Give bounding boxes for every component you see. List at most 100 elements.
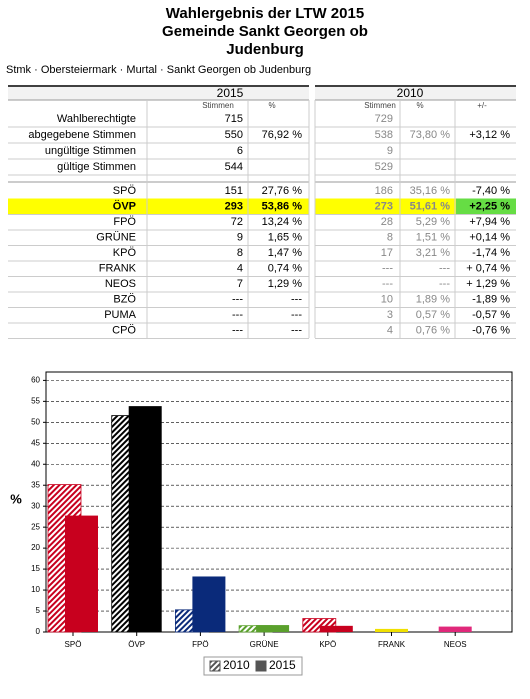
table-cell: -1,74 % [472,247,510,259]
breadcrumb: Stmk · Obersteiermark · Murtal · Sankt G… [6,64,311,76]
table-cell: 550 [225,129,243,141]
table-cell: +0,14 % [469,231,510,243]
table-cell: 0,76 % [416,324,450,336]
y-tick-label: 50 [31,417,40,426]
x-tick-label: FRANK [378,640,406,649]
table-cell: --- [232,324,243,336]
x-tick-label: NEOS [444,640,467,649]
table-cell: 729 [375,113,393,125]
row-label: ungültige Stimmen [45,145,136,157]
row-label: ÖVP [113,199,136,212]
group-year: 2010 [397,86,424,100]
table-cell: -7,40 % [472,185,510,197]
table-cell: 4 [387,324,393,336]
table-cell: +7,94 % [469,216,510,228]
y-tick-label: 35 [31,480,40,489]
table-cell: 17 [381,247,393,259]
bar [375,628,408,632]
table-cell: 293 [225,200,243,212]
table-cell: 1,51 % [416,231,450,243]
table-cell: 1,65 % [268,231,302,243]
table-cell: 8 [387,231,393,243]
title: Wahlergebnis der LTW 2015 [166,5,364,22]
table-cell: 7 [237,278,243,290]
table-cell: --- [291,324,302,336]
table-cell: --- [382,278,393,290]
y-tick-label: 25 [31,522,40,531]
table-cell: 76,92 % [262,129,303,141]
legend-swatch [209,660,221,672]
table-cell: --- [291,293,302,305]
table-cell: --- [382,262,393,274]
column-header: Stimmen [364,101,396,110]
y-tick-label: 60 [31,375,40,384]
column-header: % [416,101,423,110]
row-label: NEOS [105,278,136,290]
row-label: FPÖ [113,216,136,228]
table-cell: 53,86 % [262,200,303,212]
y-tick-label: 20 [31,543,40,552]
table-cell: 273 [375,200,393,212]
legend-swatch [255,660,267,672]
table-cell: 51,61 % [410,200,451,212]
group-year: 2015 [217,86,244,100]
row-label: FRANK [99,262,137,274]
y-axis-label: % [10,491,22,506]
row-highlight [8,198,309,215]
y-tick-label: 15 [31,564,40,573]
table-cell: 73,80 % [410,129,451,141]
x-tick-label: ÖVP [128,640,145,649]
table-cell: 72 [231,216,243,228]
y-tick-label: 30 [31,501,40,510]
x-tick-label: SPÖ [65,640,82,649]
change-highlight [456,198,516,215]
column-header: +/- [477,101,487,110]
table-cell: -0,57 % [472,309,510,321]
table-cell: 529 [375,161,393,173]
table-cell: 715 [225,113,243,125]
table-cell: 0,74 % [268,262,302,274]
bar [128,406,162,632]
y-tick-label: 45 [31,438,40,447]
table-cell: 0,57 % [416,309,450,321]
table-cell: 1,89 % [416,293,450,305]
table-cell: --- [439,278,450,290]
table-cell: 8 [237,247,243,259]
table-cell: --- [232,293,243,305]
column-header: Stimmen [202,101,234,110]
row-label: gültige Stimmen [57,161,136,173]
table-cell: 9 [387,145,393,157]
table-cell: + 1,29 % [466,278,510,290]
bar [192,576,226,632]
table-cell: --- [439,262,450,274]
table-cell: + 0,74 % [466,262,510,274]
row-label: abgegebene Stimmen [28,129,136,141]
bar [438,626,472,632]
table-cell: --- [291,309,302,321]
table-cell: +2,25 % [469,200,510,212]
table-cell: 4 [237,262,243,274]
row-label: KPÖ [113,247,137,259]
y-tick-label: 55 [31,396,40,405]
row-label: Wahlberechtigte [57,113,136,125]
legend-label: 2015 [269,658,296,672]
table-cell: --- [232,309,243,321]
table-cell: 544 [225,161,243,173]
table-cell: 13,24 % [262,216,303,228]
x-tick-label: GRÜNE [250,640,279,649]
table-cell: 151 [225,185,243,197]
table-cell: 28 [381,216,393,228]
table-cell: 5,29 % [416,216,450,228]
title: Judenburg [226,41,304,58]
table-cell: -0,76 % [472,324,510,336]
table-cell: 186 [375,185,393,197]
x-tick-label: KPÖ [319,640,336,649]
row-label: GRÜNE [96,231,136,243]
table-cell: 35,16 % [410,185,451,197]
table-cell: 1,29 % [268,278,302,290]
table-cell: 538 [375,129,393,141]
table-cell: 9 [237,231,243,243]
y-tick-label: 0 [36,627,41,636]
legend-label: 2010 [223,658,250,672]
